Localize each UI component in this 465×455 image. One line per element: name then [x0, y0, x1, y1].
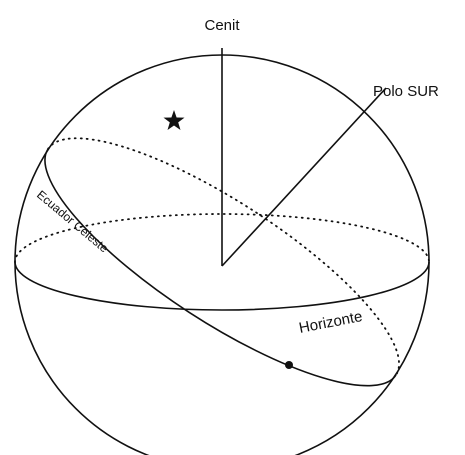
- pole-line: [221, 87, 387, 267]
- horizon-label: Horizonte: [298, 308, 364, 337]
- equator-back: [47, 137, 400, 376]
- star: [163, 110, 185, 130]
- equator-label: Ecuador Celeste: [34, 188, 111, 256]
- equator-front: [44, 148, 397, 387]
- south-pole-label: Polo SUR: [373, 83, 439, 100]
- zenith-label: Cenit: [204, 17, 240, 34]
- point: [285, 361, 293, 369]
- horizon-front: [14, 261, 430, 311]
